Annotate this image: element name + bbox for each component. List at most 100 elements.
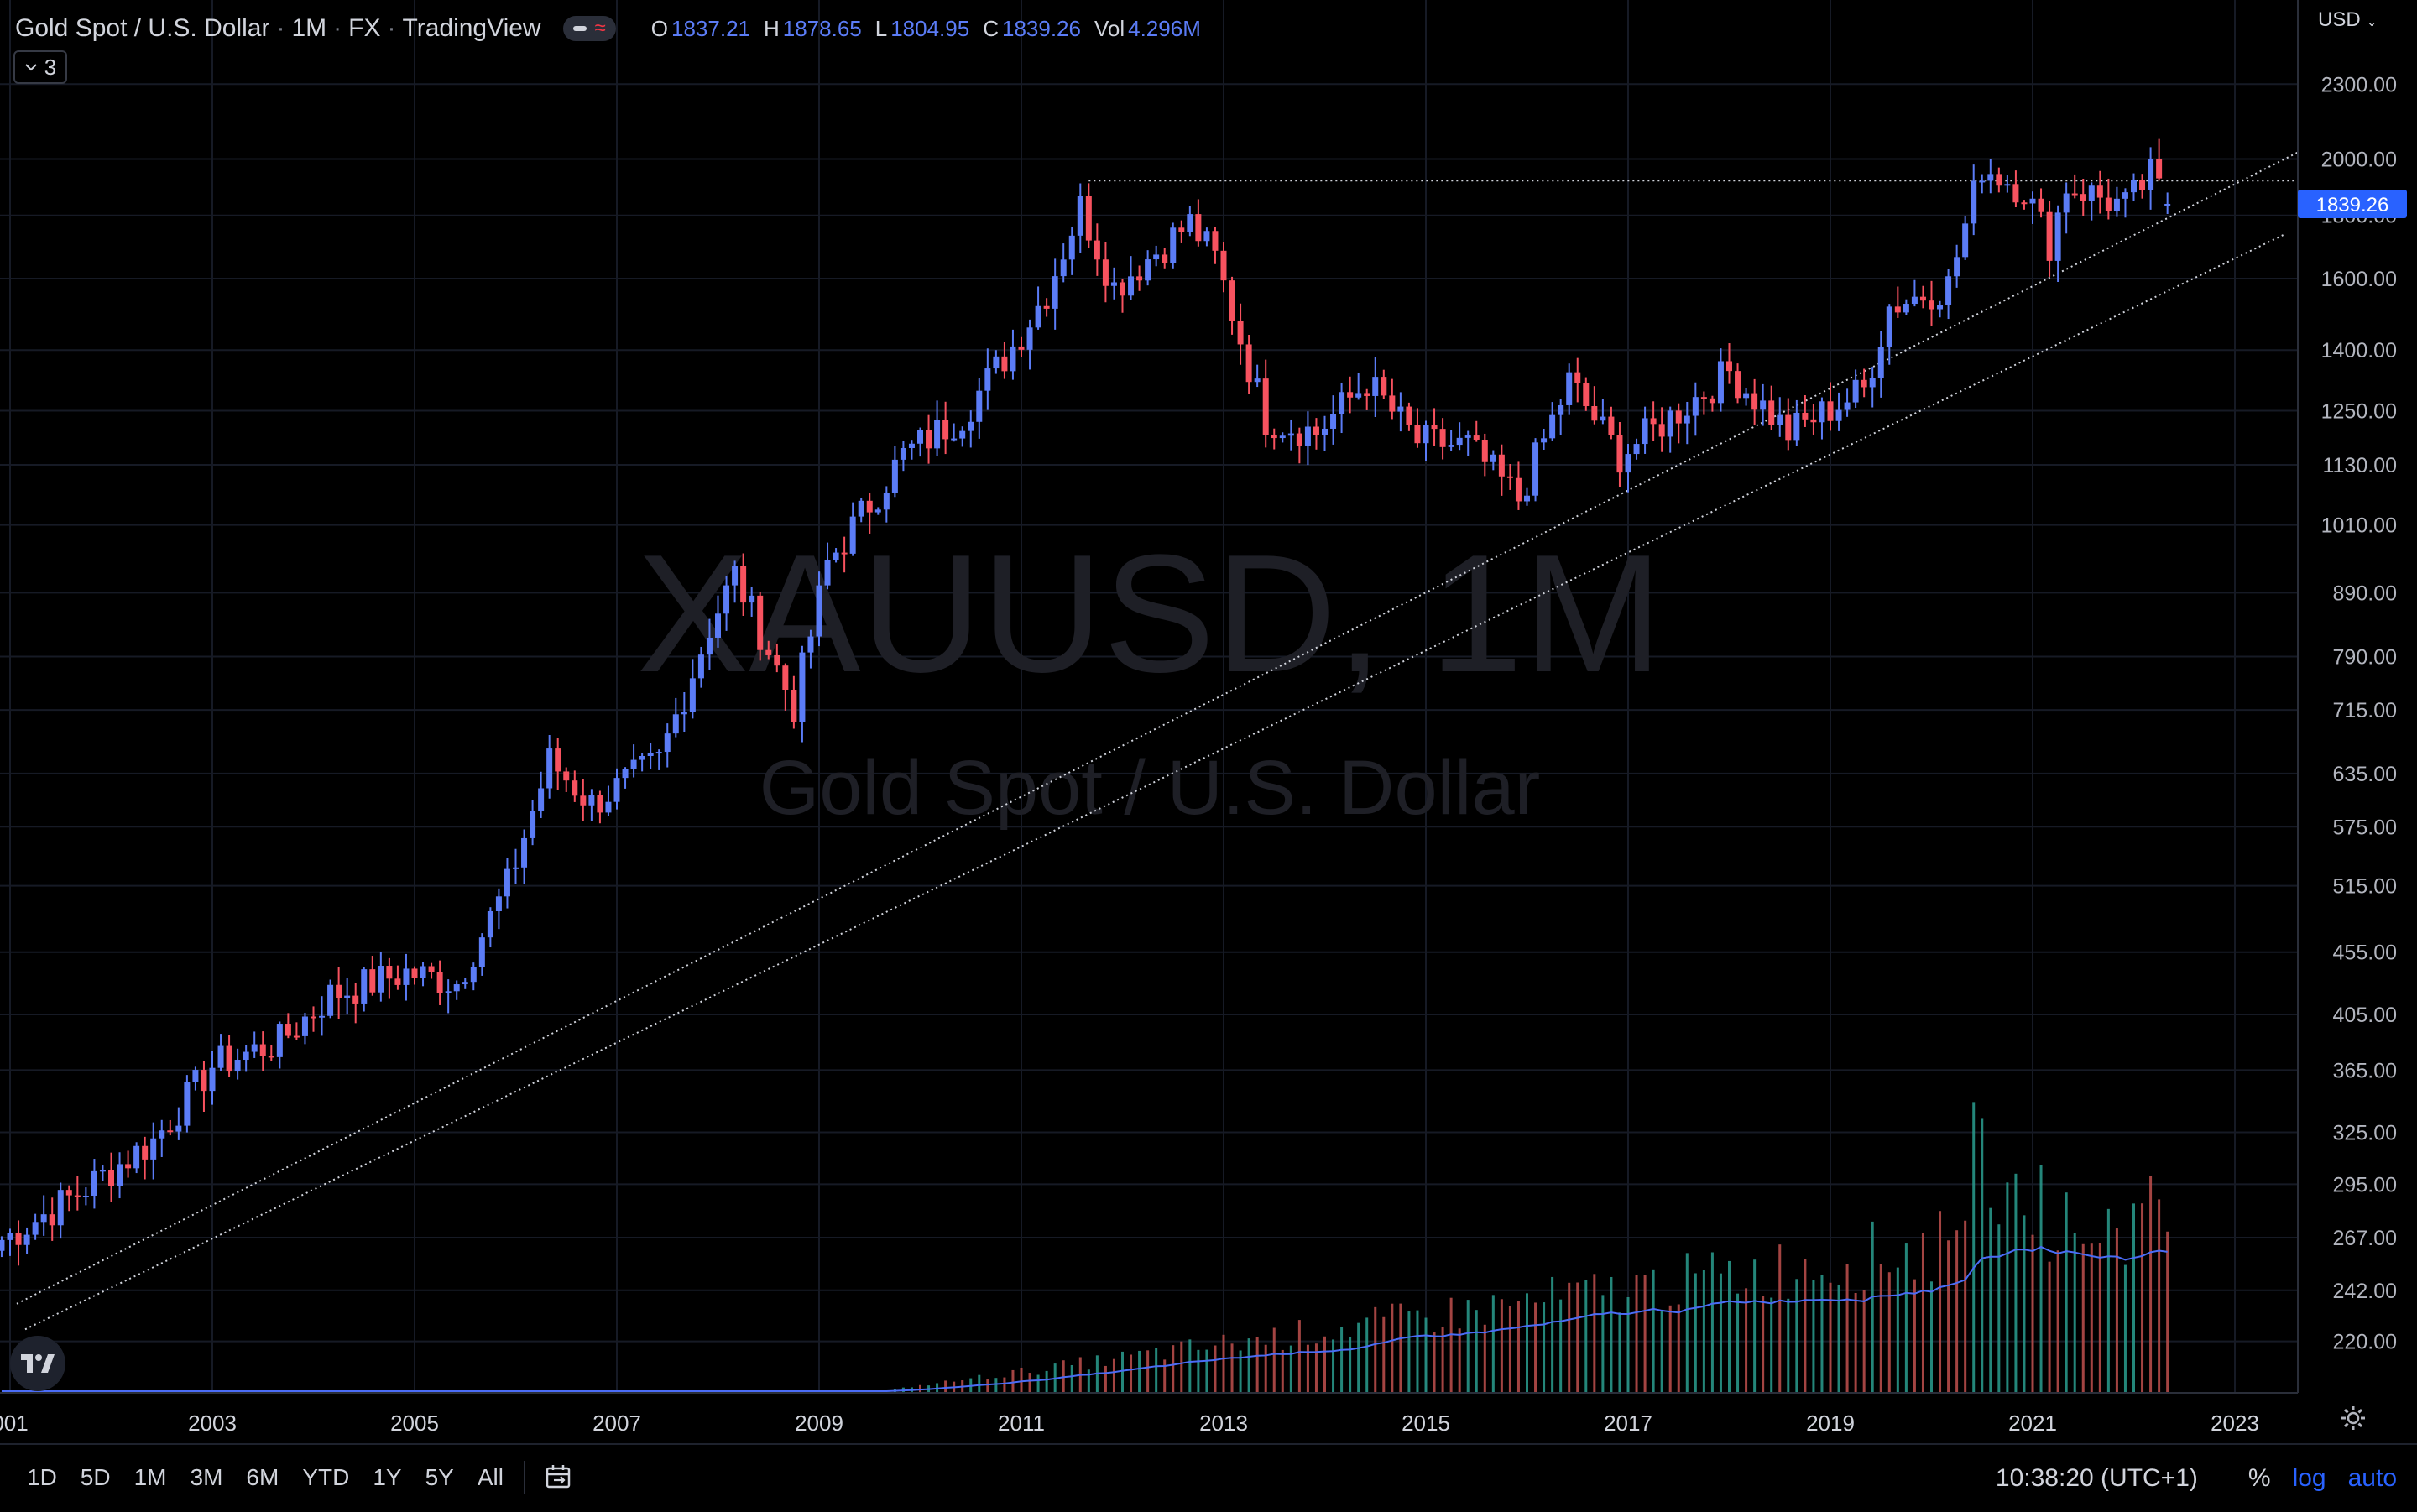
interval-label[interactable]: 1M bbox=[291, 14, 327, 42]
price-tick-label: 242.00 bbox=[2333, 1280, 2397, 1303]
candle-body bbox=[1616, 435, 1623, 473]
calendar-goto-icon[interactable] bbox=[539, 1457, 579, 1498]
candle-body bbox=[108, 1170, 114, 1186]
range-button-1m[interactable]: 1M bbox=[133, 1464, 167, 1490]
volume-bar bbox=[1845, 1264, 1849, 1393]
candle-body bbox=[613, 778, 620, 802]
candle-body bbox=[276, 1024, 283, 1057]
candle-body bbox=[1625, 454, 1631, 473]
candle-body bbox=[630, 759, 637, 769]
candle-body bbox=[1287, 433, 1294, 436]
candle-body bbox=[874, 509, 881, 513]
volume-bar bbox=[1652, 1269, 1655, 1393]
time-tick-label: 2017 bbox=[1604, 1410, 1652, 1436]
candle-body bbox=[757, 595, 764, 650]
candle-body bbox=[74, 1195, 81, 1197]
candle-body bbox=[1558, 404, 1564, 415]
volume-bar bbox=[1365, 1317, 1369, 1393]
candle-body bbox=[1777, 414, 1783, 425]
candle-body bbox=[2004, 184, 2011, 186]
volume-bar bbox=[1728, 1260, 1731, 1393]
candle-body bbox=[538, 788, 545, 811]
volume-bar bbox=[2031, 1234, 2034, 1393]
volume-bar bbox=[994, 1378, 998, 1393]
candle-body bbox=[2080, 194, 2086, 201]
candle-body bbox=[268, 1056, 274, 1058]
price-tick-label: 715.00 bbox=[2333, 699, 2397, 722]
range-button-ytd[interactable]: YTD bbox=[302, 1464, 350, 1490]
range-button-6m[interactable]: 6M bbox=[246, 1464, 279, 1490]
candle-body bbox=[428, 966, 435, 972]
range-button-3m[interactable]: 3M bbox=[190, 1464, 223, 1490]
indicator-count: 3 bbox=[44, 54, 57, 80]
volume-bar bbox=[1272, 1327, 1276, 1393]
watermark-symbol: XAUUSD, 1M bbox=[637, 520, 1663, 707]
range-button-1d[interactable]: 1D bbox=[27, 1464, 57, 1490]
log-scale-toggle[interactable]: log bbox=[2292, 1464, 2326, 1492]
candle-body bbox=[1431, 425, 1438, 430]
candle-body bbox=[833, 552, 839, 560]
candle-body bbox=[209, 1067, 216, 1092]
candle-body bbox=[1911, 296, 1918, 305]
low-value: 1804.95 bbox=[890, 15, 970, 41]
percent-scale-toggle[interactable]: % bbox=[2247, 1464, 2271, 1492]
volume-bar bbox=[1516, 1301, 1520, 1393]
auto-scale-toggle[interactable]: auto bbox=[2347, 1464, 2397, 1492]
currency-selector[interactable]: USD ⌄ bbox=[2318, 8, 2378, 32]
volume-bar bbox=[1997, 1224, 2001, 1393]
candle-body bbox=[1464, 435, 1471, 438]
candle-body bbox=[1827, 401, 1834, 421]
candle-body bbox=[1726, 361, 1732, 372]
candle-body bbox=[791, 690, 797, 722]
volume-bar bbox=[2090, 1243, 2093, 1393]
candle-body bbox=[959, 430, 966, 439]
candle-body bbox=[1877, 347, 1884, 378]
candle-body bbox=[1608, 416, 1615, 435]
candle-body bbox=[420, 966, 426, 978]
candle-body bbox=[2164, 203, 2171, 206]
chevron-down-icon bbox=[25, 64, 37, 71]
range-button-5d[interactable]: 5D bbox=[80, 1464, 111, 1490]
candle-body bbox=[2063, 193, 2070, 213]
volume-bar bbox=[1610, 1276, 1613, 1393]
volume-bar bbox=[1887, 1272, 1891, 1393]
candle-body bbox=[1987, 174, 1994, 181]
price-tick-label: 325.00 bbox=[2333, 1122, 2397, 1145]
candle-body bbox=[1212, 231, 1219, 251]
volume-bar bbox=[1458, 1328, 1461, 1393]
volume-bar bbox=[1475, 1310, 1478, 1393]
candle-body bbox=[453, 984, 460, 992]
volume-bar bbox=[1568, 1282, 1571, 1393]
time-tick-label: 2013 bbox=[1199, 1410, 1248, 1436]
candle-body bbox=[951, 438, 958, 441]
price-chart[interactable]: XAUUSD, 1M Gold Spot / U.S. Dollar 2300.… bbox=[0, 0, 2417, 1443]
candle-body bbox=[1187, 214, 1193, 232]
candle-body bbox=[243, 1051, 249, 1061]
eye-icon bbox=[572, 26, 587, 31]
range-button-all[interactable]: All bbox=[477, 1464, 504, 1490]
volume-bar bbox=[2056, 1250, 2059, 1393]
volume-bar bbox=[1332, 1339, 1335, 1393]
tradingview-logo-icon[interactable] bbox=[10, 1336, 65, 1391]
candle-body bbox=[1347, 392, 1354, 398]
volume-bar bbox=[1247, 1338, 1250, 1393]
range-button-5y[interactable]: 5Y bbox=[425, 1464, 454, 1490]
candle-body bbox=[866, 500, 873, 513]
range-button-1y[interactable]: 1Y bbox=[373, 1464, 402, 1490]
candle-body bbox=[1852, 379, 1859, 403]
candle-body bbox=[1481, 440, 1488, 462]
high-label: H bbox=[763, 15, 780, 41]
gear-icon[interactable] bbox=[2338, 1403, 2368, 1433]
clock-timezone[interactable]: 10:38:20 (UTC+1) bbox=[1995, 1464, 2198, 1492]
symbol-name[interactable]: Gold Spot / U.S. Dollar bbox=[15, 14, 270, 42]
volume-bar bbox=[1230, 1343, 1234, 1393]
indicators-collapse-button[interactable]: 3 bbox=[13, 50, 67, 84]
candle-body bbox=[1498, 454, 1505, 477]
candle-body bbox=[2105, 197, 2112, 211]
volume-bar bbox=[1913, 1279, 1916, 1393]
candle-body bbox=[99, 1170, 106, 1172]
candle-body bbox=[546, 748, 553, 789]
visibility-toggle-pill[interactable]: ≈ bbox=[562, 16, 616, 41]
volume-bar bbox=[2065, 1192, 2068, 1393]
candle-body bbox=[1929, 300, 1934, 310]
